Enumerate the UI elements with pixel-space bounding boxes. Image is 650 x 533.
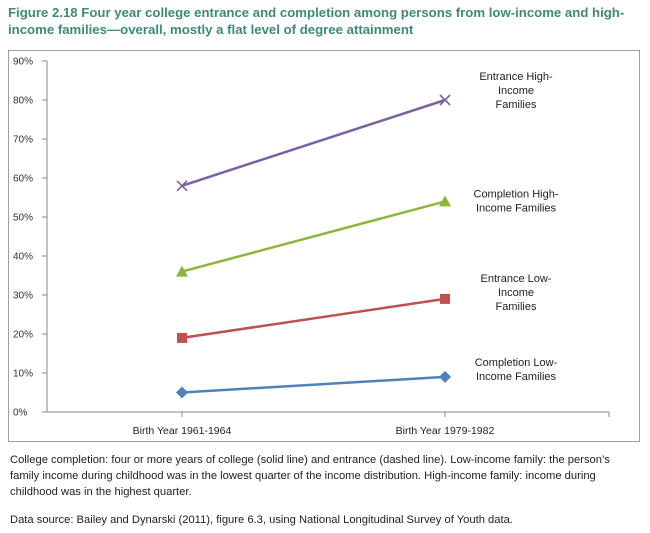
series-entrance-low-income-families [177, 293, 450, 343]
series-completion-low-income-families [176, 370, 451, 399]
plot-area: 0% 10% 20% 30% 40% 50% 60% 70% 80% 90% Birth Year… [8, 50, 640, 442]
series-label-line: Income [498, 85, 534, 97]
y-tick-label: 50% [13, 213, 33, 224]
series-labels: Entrance High- Income Families Completion H… [474, 71, 559, 383]
axes [46, 61, 609, 413]
line-chart: 0% 10% 20% 30% 40% 50% 60% 70% 80% 90% Birth Year… [13, 57, 610, 437]
series-label-line: Income [498, 287, 534, 299]
data-point [176, 265, 188, 277]
series-label-line: Entrance Low- [481, 273, 552, 285]
series-label-line: Families [496, 301, 537, 313]
series-label-line: Income Families [476, 202, 557, 214]
series-label-line: Completion Low- [475, 357, 558, 369]
series-label: Completion Low- Income Families [475, 357, 558, 383]
y-axis-ticks: 0% 10% 20% 30% 40% 50% 60% 70% 80% 90% [13, 57, 47, 419]
y-tick-label: 0% [13, 408, 28, 419]
series-line [181, 98, 446, 187]
series-entrance-high-income-families [176, 94, 451, 192]
data-point [439, 195, 451, 207]
data-point [440, 293, 450, 304]
series-line [181, 375, 446, 394]
y-tick-label: 10% [13, 369, 33, 380]
series-label: Entrance Low- Income Families [481, 273, 552, 313]
series-label: Entrance High- Income Families [479, 71, 553, 111]
series-label-line: Income Families [476, 371, 557, 383]
x-tick-label: Birth Year 1979-1982 [396, 425, 495, 437]
figure-caption: College completion: four or more years o… [10, 454, 610, 498]
y-tick-label: 70% [13, 135, 33, 146]
y-tick-label: 30% [13, 291, 33, 302]
series-label-line: Entrance High- [479, 71, 553, 83]
x-tick-label: Birth Year 1961-1964 [133, 425, 232, 437]
data-point [176, 180, 188, 192]
y-tick-label: 80% [13, 96, 33, 107]
data-point [439, 94, 451, 106]
x-axis-ticks: Birth Year 1961-1964 Birth Year 1979-1982 [133, 412, 610, 437]
series-label-line: Completion High- [474, 188, 559, 200]
data-point [439, 370, 451, 383]
y-tick-label: 20% [13, 330, 33, 341]
data-point [176, 386, 188, 399]
series-label: Completion High- Income Families [474, 188, 559, 214]
data-source: Data source: Bailey and Dynarski (2011),… [10, 514, 513, 526]
series-group [176, 94, 451, 399]
chart-title: Figure 2.18 Four year college entrance a… [8, 5, 625, 37]
y-tick-label: 40% [13, 252, 33, 263]
y-tick-label: 90% [13, 57, 33, 68]
y-tick-label: 60% [13, 174, 33, 185]
data-point [177, 332, 187, 343]
series-label-line: Families [496, 99, 537, 111]
series-line [181, 200, 446, 273]
series-completion-high-income-families [176, 195, 451, 277]
series-line [181, 297, 446, 340]
